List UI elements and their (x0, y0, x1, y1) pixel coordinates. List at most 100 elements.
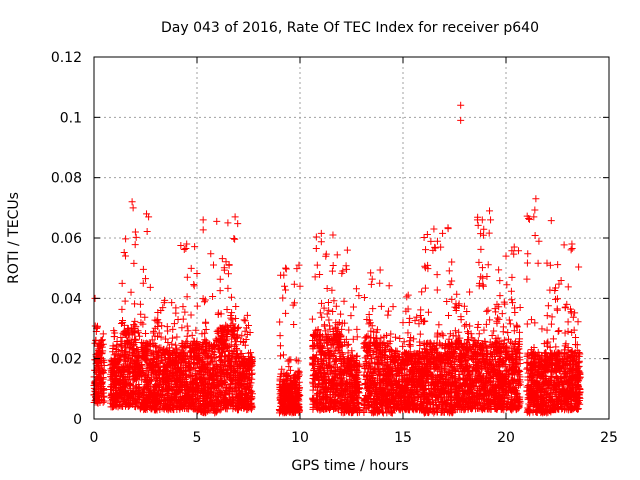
data-point (342, 262, 350, 270)
data-point (347, 312, 355, 320)
data-point (193, 302, 201, 310)
chart-title: Day 043 of 2016, Rate Of TEC Index for r… (161, 20, 539, 36)
data-point (117, 320, 125, 327)
data-point (444, 224, 452, 232)
data-point (276, 318, 284, 326)
data-point (328, 286, 336, 294)
data-point (431, 243, 439, 251)
data-point (146, 283, 154, 291)
data-point (183, 293, 191, 301)
data-point (120, 368, 128, 376)
data-point (118, 347, 126, 355)
data-point (131, 335, 139, 343)
data-point (122, 396, 130, 404)
data-point (282, 265, 290, 273)
data-point (109, 401, 117, 409)
data-point (128, 338, 136, 346)
data-point (99, 330, 107, 338)
data-point (108, 393, 116, 401)
data-point (139, 279, 147, 287)
data-point (98, 336, 106, 344)
data-point (122, 329, 130, 337)
data-point (123, 348, 131, 356)
data-point (118, 279, 126, 287)
data-point (108, 375, 116, 383)
data-point (134, 369, 142, 377)
data-point (97, 336, 105, 344)
data-point (187, 311, 195, 319)
data-point (323, 284, 331, 292)
data-point (139, 343, 147, 351)
data-point (340, 297, 348, 305)
data-point (369, 305, 377, 313)
data-point (141, 313, 149, 321)
data-point (187, 264, 195, 272)
data-point (280, 271, 288, 279)
data-point (433, 286, 441, 294)
data-point (146, 386, 154, 394)
data-point (134, 327, 142, 335)
data-point (445, 312, 453, 320)
data-point (132, 233, 140, 241)
data-point (112, 372, 120, 380)
data-point (181, 308, 189, 316)
data-point (118, 342, 126, 350)
data-point (143, 362, 151, 370)
data-point (131, 228, 139, 236)
data-point (230, 234, 238, 242)
data-point (149, 367, 157, 375)
data-point (199, 226, 207, 234)
data-point (113, 341, 121, 349)
data-point (290, 320, 298, 328)
data-point (127, 288, 135, 296)
data-point (193, 270, 201, 278)
data-point (108, 383, 116, 391)
data-point (148, 349, 156, 357)
data-point (445, 267, 453, 275)
data-point (324, 299, 332, 307)
data-point (391, 333, 399, 341)
data-point (131, 360, 139, 368)
data-point (124, 339, 132, 347)
data-point (131, 395, 139, 403)
data-point (367, 280, 375, 288)
data-point (279, 294, 287, 302)
data-point (399, 342, 407, 350)
data-point (317, 238, 325, 246)
data-point (282, 286, 290, 294)
data-point (111, 359, 119, 367)
data-point (173, 333, 181, 341)
data-point (112, 345, 120, 353)
data-point (308, 315, 316, 323)
data-point (355, 292, 363, 300)
data-point (109, 376, 117, 384)
data-point (234, 220, 242, 228)
data-point (285, 363, 293, 371)
data-point (143, 346, 151, 354)
data-point (139, 385, 147, 393)
data-point (179, 303, 187, 311)
data-point (133, 374, 141, 382)
data-point (418, 288, 426, 296)
data-point (93, 362, 101, 370)
data-point (228, 293, 236, 301)
data-point (124, 324, 132, 332)
data-point (135, 383, 143, 391)
data-point (98, 379, 106, 387)
data-point (118, 363, 126, 371)
data-point (421, 284, 429, 292)
data-point (119, 316, 127, 324)
data-point (317, 229, 325, 237)
data-point (345, 326, 353, 334)
data-point (325, 316, 333, 324)
data-point (131, 317, 139, 325)
data-point (439, 229, 447, 237)
data-point (387, 330, 395, 338)
data-point (136, 404, 144, 412)
data-point (124, 370, 132, 378)
data-point (353, 325, 361, 333)
data-point (125, 402, 133, 410)
data-point (110, 351, 118, 359)
data-point (148, 336, 156, 344)
